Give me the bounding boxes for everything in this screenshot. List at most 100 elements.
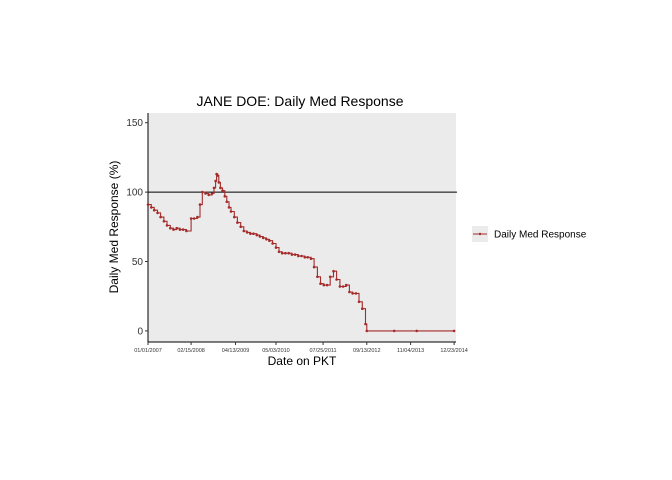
data-point [335, 278, 338, 281]
data-point [293, 253, 297, 256]
data-point [341, 285, 345, 288]
y-tick-label: 0 [137, 326, 143, 337]
data-point [156, 211, 159, 215]
data-point [344, 283, 348, 287]
data-point [233, 215, 236, 219]
y-ticks: 0 50 100 150 [126, 118, 148, 337]
x-ticks: 01/01/2007 02/15/2008 04/13/2009 05/03/2010… [134, 342, 468, 354]
data-point [255, 233, 259, 237]
data-point [162, 220, 166, 223]
legend: Daily Med Response [472, 226, 587, 242]
data-point [245, 231, 249, 234]
legend-label: Daily Med Response [494, 230, 587, 241]
data-point [152, 208, 156, 212]
data-point [261, 236, 265, 240]
data-point [214, 179, 217, 183]
data-point [172, 228, 175, 231]
data-point [252, 232, 255, 235]
data-point [225, 200, 229, 204]
x-tick-label: 12/23/2014 [440, 348, 468, 354]
y-tick-label: 100 [126, 188, 143, 199]
data-point [300, 254, 303, 258]
data-point [169, 226, 172, 230]
data-point [284, 251, 287, 255]
data-point [312, 265, 316, 269]
data-point [217, 181, 221, 184]
x-tick-label: 11/04/2013 [397, 348, 424, 354]
plot-panel [148, 113, 456, 342]
data-point [303, 255, 307, 259]
data-point [249, 232, 252, 235]
x-tick-label: 09/13/2012 [353, 348, 381, 354]
data-point [306, 255, 310, 259]
data-point [452, 329, 456, 333]
data-point [221, 189, 224, 192]
data-point [274, 246, 278, 249]
y-tick-label: 150 [126, 118, 143, 129]
data-point [216, 174, 219, 177]
data-point [227, 206, 231, 209]
x-tick-label: 01/01/2007 [134, 348, 162, 354]
data-point [328, 275, 332, 279]
data-point [290, 253, 294, 256]
x-tick-label: 04/13/2009 [222, 348, 250, 354]
data-point [316, 275, 319, 279]
data-point [189, 217, 193, 220]
data-point [351, 292, 354, 295]
data-point [219, 186, 222, 190]
data-point [392, 329, 396, 333]
data-point [146, 203, 150, 206]
data-point [287, 251, 291, 255]
data-point [196, 215, 199, 219]
legend-key-point [478, 232, 482, 236]
chart-title: JANE DOE: Daily Med Response [197, 93, 404, 109]
data-point [271, 242, 274, 245]
y-tick-label: 50 [132, 257, 144, 268]
data-point [309, 257, 313, 261]
data-point [229, 210, 233, 213]
data-point [201, 190, 204, 194]
data-point [319, 282, 322, 286]
data-point [181, 228, 185, 231]
data-point [297, 254, 300, 258]
series-layer [146, 172, 456, 333]
x-tick-label: 05/03/2010 [262, 348, 290, 354]
data-point [322, 283, 326, 287]
data-point [212, 186, 216, 190]
data-point [165, 224, 169, 227]
x-tick-label: 02/15/2008 [177, 348, 205, 354]
data-point [354, 292, 358, 295]
data-point [150, 206, 153, 209]
data-point [239, 225, 242, 229]
data-point [332, 269, 335, 273]
x-axis-label: Date on PKT [268, 354, 337, 368]
data-point [204, 192, 207, 195]
data-point [198, 203, 202, 206]
data-point [265, 238, 268, 241]
data-point [159, 215, 162, 219]
data-point [185, 229, 188, 233]
data-point [365, 329, 369, 333]
data-point [178, 228, 182, 231]
data-point [361, 307, 364, 311]
data-point [415, 329, 419, 333]
data-point [242, 229, 246, 233]
data-point [357, 300, 361, 304]
data-point [268, 239, 271, 242]
x-tick-label: 07/25/2011 [310, 348, 337, 354]
data-point [280, 251, 284, 255]
data-point [210, 192, 214, 195]
data-point [223, 195, 227, 198]
data-point [175, 226, 178, 230]
data-point [192, 217, 196, 220]
data-point [236, 221, 239, 224]
data-point [325, 283, 329, 287]
data-point [338, 285, 342, 288]
y-axis-label: Daily Med Response (%) [107, 161, 121, 294]
data-point [364, 322, 367, 326]
data-point [258, 235, 262, 238]
data-point [207, 193, 210, 197]
data-point [348, 290, 351, 294]
data-point [277, 250, 281, 254]
